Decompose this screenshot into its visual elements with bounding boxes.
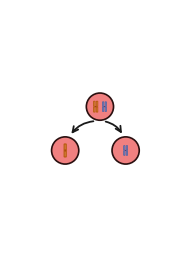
FancyBboxPatch shape bbox=[124, 151, 125, 155]
FancyBboxPatch shape bbox=[105, 107, 106, 111]
Circle shape bbox=[104, 106, 105, 107]
Circle shape bbox=[95, 106, 96, 107]
FancyBboxPatch shape bbox=[94, 107, 95, 112]
FancyBboxPatch shape bbox=[124, 146, 125, 150]
FancyBboxPatch shape bbox=[96, 107, 98, 112]
FancyBboxPatch shape bbox=[64, 144, 66, 150]
FancyBboxPatch shape bbox=[105, 102, 106, 106]
FancyBboxPatch shape bbox=[103, 107, 104, 111]
Circle shape bbox=[112, 137, 139, 164]
Circle shape bbox=[125, 150, 126, 151]
FancyBboxPatch shape bbox=[103, 102, 104, 106]
FancyBboxPatch shape bbox=[96, 101, 98, 106]
FancyBboxPatch shape bbox=[64, 151, 66, 157]
Circle shape bbox=[86, 93, 113, 120]
FancyBboxPatch shape bbox=[126, 146, 128, 150]
Circle shape bbox=[64, 150, 66, 151]
FancyBboxPatch shape bbox=[126, 151, 128, 155]
Circle shape bbox=[51, 137, 79, 164]
FancyBboxPatch shape bbox=[94, 101, 95, 106]
